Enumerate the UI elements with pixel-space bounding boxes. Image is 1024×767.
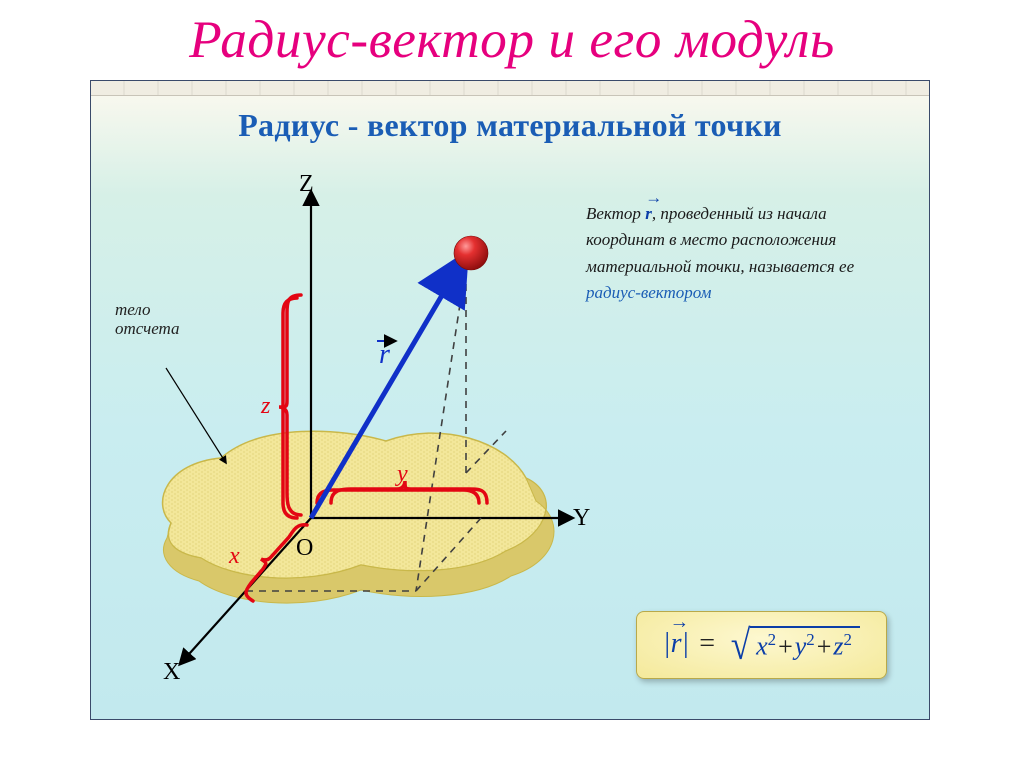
def-prefix: Вектор bbox=[586, 204, 645, 223]
y-axis-label: Y bbox=[573, 505, 590, 531]
formula-sqrt: √ x2+y2+z2 bbox=[725, 626, 860, 662]
origin-label: O bbox=[296, 535, 313, 561]
body-label-pointer bbox=[166, 368, 226, 463]
proj-x-label: x bbox=[228, 543, 240, 569]
formula: |→xr| = √ x2+y2+z2 bbox=[663, 626, 860, 662]
svg-text:r: r bbox=[379, 339, 390, 370]
sub-title: Радиус - вектор материальной точки bbox=[91, 107, 929, 144]
formula-lhs: |→xr| bbox=[663, 628, 689, 660]
def-r-symbol: →r bbox=[645, 204, 652, 223]
def-term: радиус-вектором bbox=[586, 283, 711, 302]
x-axis-label: X bbox=[163, 659, 180, 683]
ry: y bbox=[795, 632, 807, 661]
formula-box: |→xr| = √ x2+y2+z2 bbox=[636, 611, 887, 679]
rz: z bbox=[833, 632, 843, 661]
proj-z-label: z bbox=[260, 393, 271, 419]
ruler-strip bbox=[91, 81, 929, 96]
origin: O bbox=[296, 535, 313, 561]
r-vector-label: r bbox=[377, 339, 395, 370]
proj-y-label: y bbox=[395, 461, 408, 487]
rx: x bbox=[756, 632, 768, 661]
radius-vector-diagram: O Z Y X bbox=[111, 163, 591, 683]
formula-eq: = bbox=[699, 628, 715, 660]
z-axis-label: Z bbox=[299, 171, 314, 197]
material-point bbox=[454, 236, 488, 270]
figure-frame: Радиус - вектор материальной точки тело … bbox=[90, 80, 930, 720]
definition-text: Вектор →r, проведенный из начала координ… bbox=[586, 201, 901, 306]
main-title: Радиус-вектор и его модуль bbox=[0, 0, 1024, 70]
